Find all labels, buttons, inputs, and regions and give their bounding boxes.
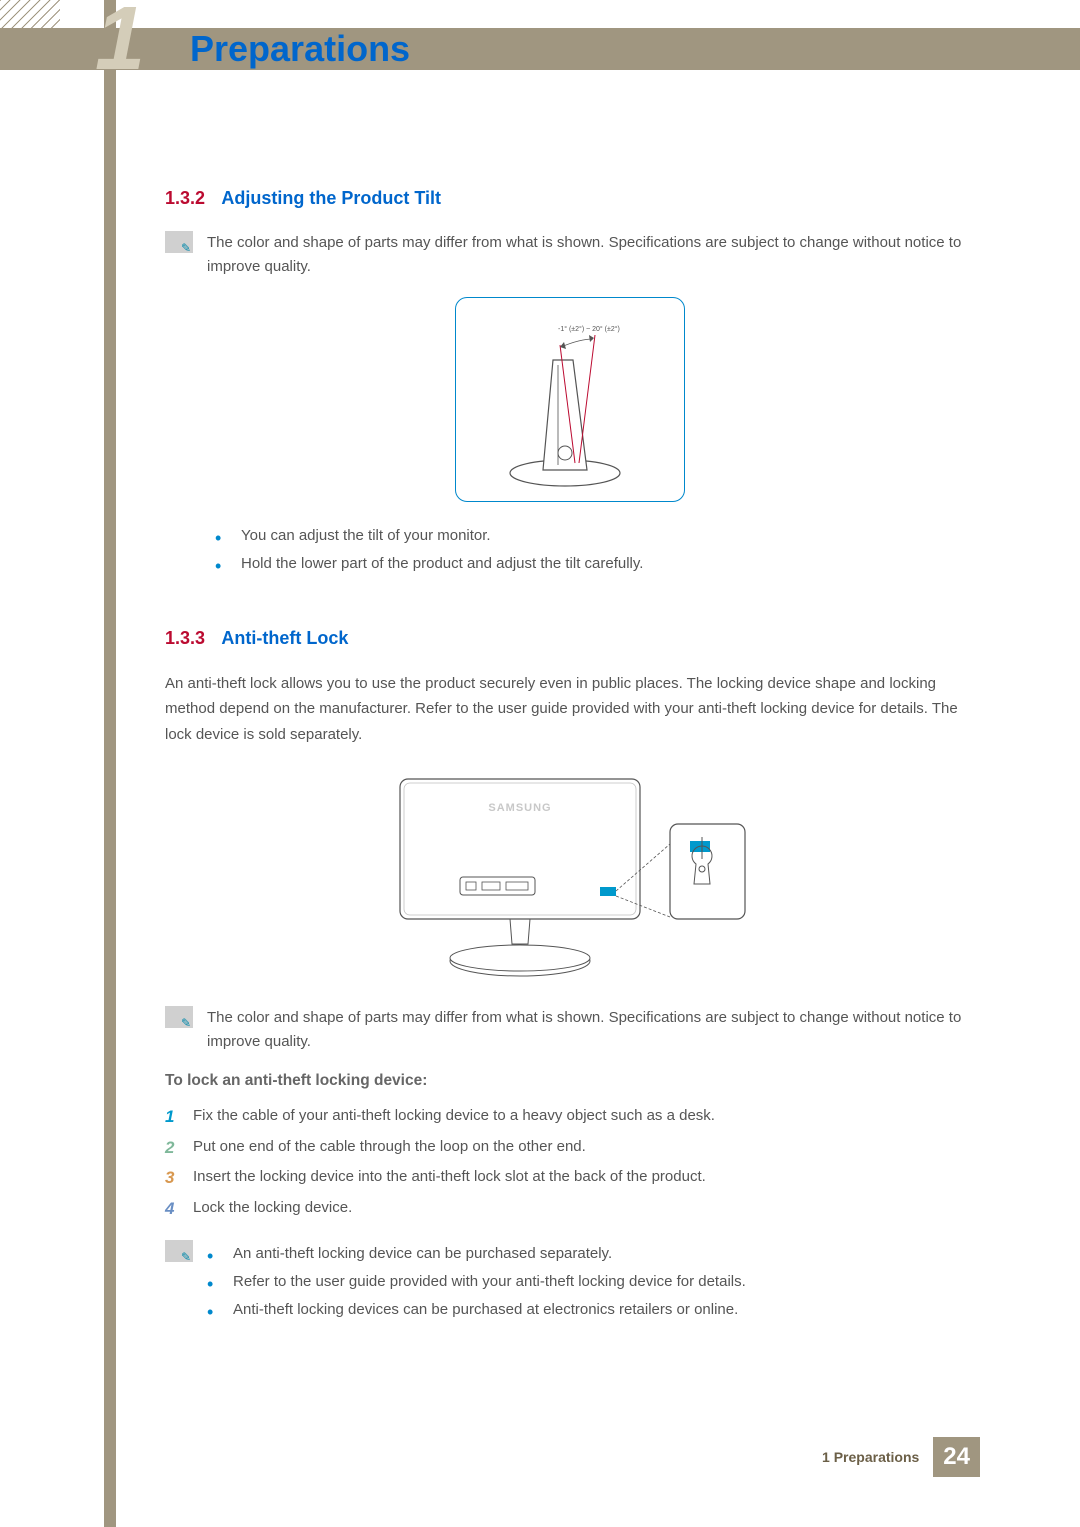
step-text: Lock the locking device. bbox=[193, 1194, 352, 1225]
step-text: Insert the locking device into the anti-… bbox=[193, 1163, 706, 1194]
header-band bbox=[0, 28, 1080, 70]
side-stripe bbox=[104, 0, 116, 1527]
step-item: 1 Fix the cable of your anti-theft locki… bbox=[165, 1102, 975, 1133]
section-number: 1.3.2 bbox=[165, 188, 205, 208]
footer-text: 1 Preparations bbox=[822, 1449, 919, 1465]
bullet-item: Hold the lower part of the product and a… bbox=[215, 550, 975, 578]
procedure-steps: 1 Fix the cable of your anti-theft locki… bbox=[165, 1102, 975, 1224]
tilt-bullets: You can adjust the tilt of your monitor.… bbox=[215, 522, 975, 578]
section-number: 1.3.3 bbox=[165, 628, 205, 648]
step-item: 4 Lock the locking device. bbox=[165, 1194, 975, 1225]
tilt-angle-label: -1° (±2°) ~ 20° (±2°) bbox=[558, 325, 620, 333]
note-text: The color and shape of parts may differ … bbox=[207, 231, 975, 279]
note-block: An anti-theft locking device can be purc… bbox=[165, 1240, 975, 1323]
note-icon bbox=[165, 1006, 193, 1028]
step-number: 1 bbox=[165, 1102, 179, 1133]
bullet-item: Anti-theft locking devices can be purcha… bbox=[207, 1296, 746, 1324]
step-number: 2 bbox=[165, 1133, 179, 1164]
step-text: Put one end of the cable through the loo… bbox=[193, 1133, 586, 1164]
chapter-title: Preparations bbox=[190, 28, 410, 70]
chapter-number: 1 bbox=[95, 0, 140, 91]
step-text: Fix the cable of your anti-theft locking… bbox=[193, 1102, 715, 1133]
page-number: 24 bbox=[933, 1437, 980, 1477]
note-icon bbox=[165, 1240, 193, 1262]
section-title: Adjusting the Product Tilt bbox=[221, 188, 441, 208]
section-heading-132: 1.3.2 Adjusting the Product Tilt bbox=[165, 188, 975, 209]
tilt-diagram: -1° (±2°) ~ 20° (±2°) bbox=[455, 297, 685, 502]
lock-diagram: SAMSUNG bbox=[390, 769, 750, 984]
step-number: 4 bbox=[165, 1194, 179, 1225]
note-icon bbox=[165, 231, 193, 253]
step-item: 2 Put one end of the cable through the l… bbox=[165, 1133, 975, 1164]
final-notes: An anti-theft locking device can be purc… bbox=[207, 1240, 746, 1323]
step-item: 3 Insert the locking device into the ant… bbox=[165, 1163, 975, 1194]
section-heading-133: 1.3.3 Anti-theft Lock bbox=[165, 628, 975, 649]
bullet-item: An anti-theft locking device can be purc… bbox=[207, 1240, 746, 1268]
step-number: 3 bbox=[165, 1163, 179, 1194]
bullet-item: You can adjust the tilt of your monitor. bbox=[215, 522, 975, 550]
note-text: The color and shape of parts may differ … bbox=[207, 1006, 975, 1054]
page-footer: 1 Preparations 24 bbox=[822, 1437, 980, 1477]
note-block: The color and shape of parts may differ … bbox=[165, 231, 975, 279]
section-title: Anti-theft Lock bbox=[221, 628, 348, 648]
page-content: 1.3.2 Adjusting the Product Tilt The col… bbox=[165, 188, 975, 1342]
brand-label: SAMSUNG bbox=[488, 802, 551, 814]
procedure-heading: To lock an anti-theft locking device: bbox=[165, 1072, 975, 1090]
note-block: The color and shape of parts may differ … bbox=[165, 1006, 975, 1054]
intro-paragraph: An anti-theft lock allows you to use the… bbox=[165, 671, 975, 748]
bullet-item: Refer to the user guide provided with yo… bbox=[207, 1268, 746, 1296]
